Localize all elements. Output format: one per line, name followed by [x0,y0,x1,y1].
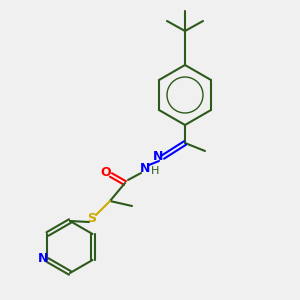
Text: N: N [38,251,49,265]
Text: O: O [101,167,111,179]
Text: N: N [140,163,150,176]
Text: S: S [88,212,97,226]
Text: N: N [153,151,163,164]
Text: H: H [151,166,159,176]
